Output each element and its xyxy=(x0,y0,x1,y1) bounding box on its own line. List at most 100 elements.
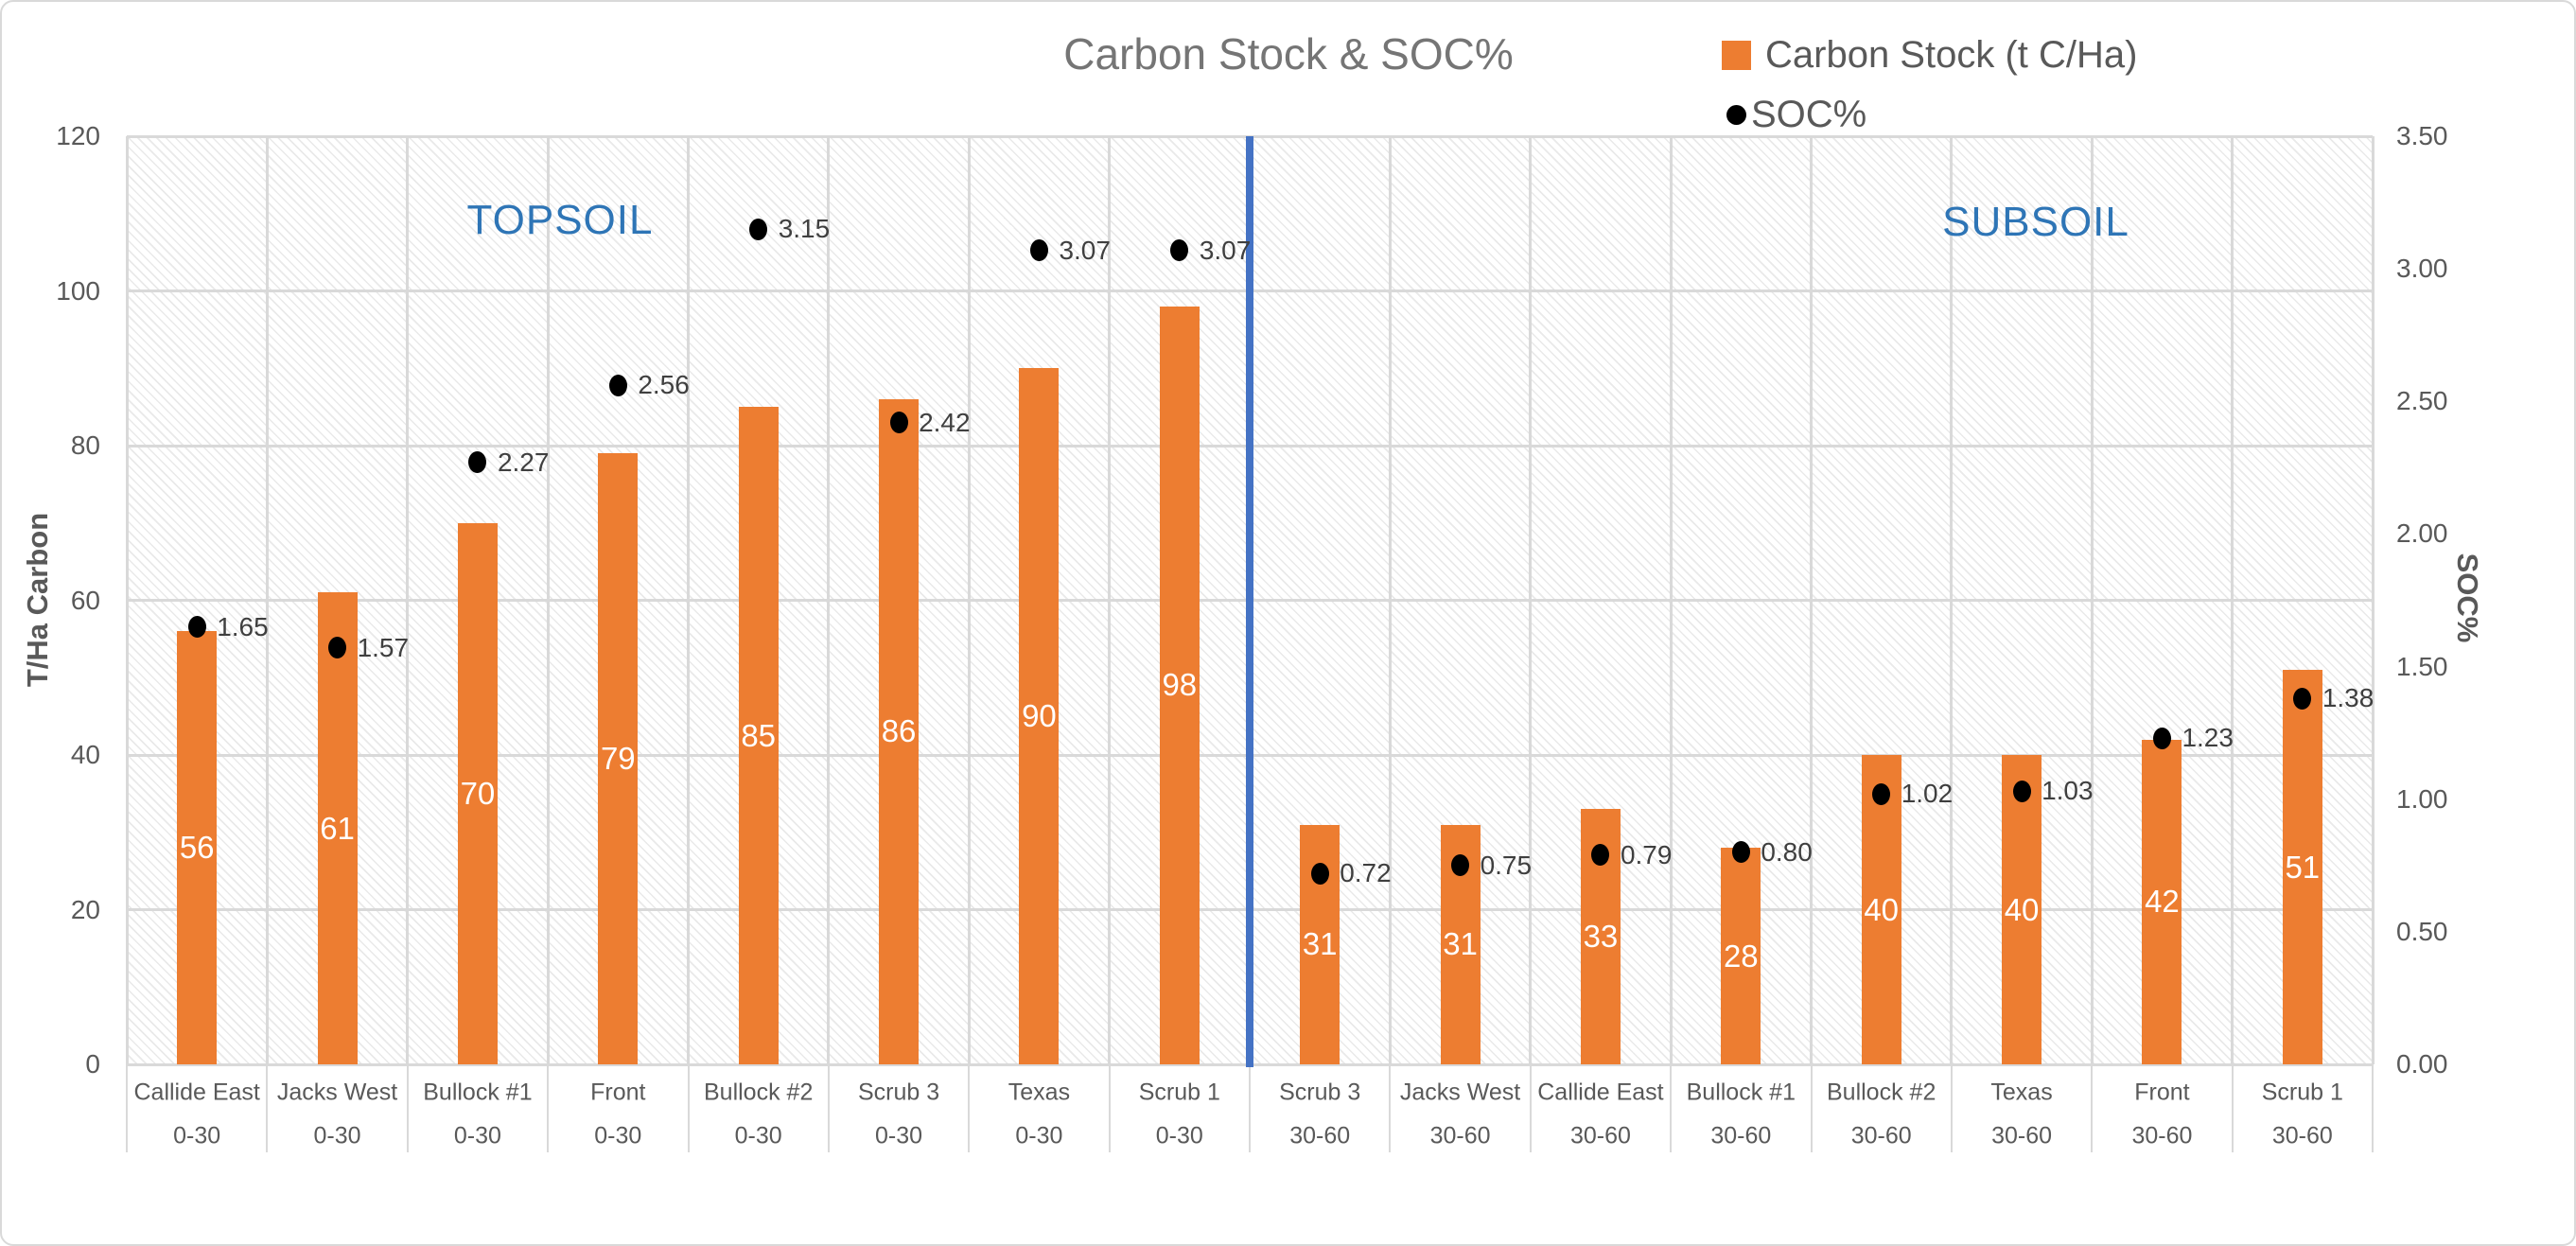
vertical-gridline xyxy=(1669,136,1673,1064)
left-axis-tick-label: 120 xyxy=(56,121,100,150)
category-divider xyxy=(266,1064,269,1152)
category-site-label: Scrub 3 xyxy=(857,1079,940,1106)
marker-swatch-icon xyxy=(1726,105,1746,125)
soc-marker-dot xyxy=(1170,239,1189,262)
left-axis-tick-label: 60 xyxy=(70,585,100,615)
soc-marker-dot xyxy=(187,616,206,639)
category-site-label: Jacks West xyxy=(276,1079,398,1106)
carbon-stock-bar xyxy=(2282,670,2322,1064)
category-divider xyxy=(1389,1064,1392,1152)
category-site-label: Jacks West xyxy=(1399,1079,1521,1106)
category-depth-label: 0-30 xyxy=(875,1122,923,1149)
category-divider xyxy=(2231,1064,2234,1152)
legend-label-carbon-stock: Carbon Stock (t C/Ha) xyxy=(1765,34,2138,76)
bar-value-label: 70 xyxy=(460,775,496,811)
chart-title: Carbon Stock & SOC% xyxy=(1063,29,1514,79)
left-axis-title: T/Ha Carbon xyxy=(21,512,54,688)
vertical-gridline xyxy=(967,136,971,1064)
carbon-stock-bar xyxy=(457,522,498,1064)
soc-marker-dot xyxy=(1310,862,1329,885)
bar-value-label: 40 xyxy=(1864,891,1900,927)
category-depth-label: 0-30 xyxy=(453,1122,501,1149)
vertical-gridline xyxy=(2231,136,2234,1064)
category-site-label: Bullock #2 xyxy=(704,1079,814,1106)
vertical-gridline xyxy=(2371,136,2374,1064)
carbon-stock-bar xyxy=(1861,755,1901,1064)
carbon-stock-bar xyxy=(317,592,358,1064)
plot-area: TOPSOIL SUBSOIL 56 1.65 61 1.57 70 2.27 79 2.56… xyxy=(125,134,2374,1067)
category-divider xyxy=(2091,1064,2094,1152)
soc-marker-dot xyxy=(608,374,627,396)
category-site-label: Scrub 3 xyxy=(1279,1079,1361,1106)
right-axis-tick-label: 2.00 xyxy=(2396,518,2448,549)
category-divider xyxy=(126,1064,128,1152)
right-axis-tick-label: 3.00 xyxy=(2396,254,2448,284)
bar-value-label: 31 xyxy=(1443,926,1478,962)
legend: Carbon Stock (t C/Ha) SOC% xyxy=(1722,34,2137,136)
bar-value-label: 33 xyxy=(1583,919,1619,955)
soc-marker-dot xyxy=(2293,687,2312,710)
vertical-gridline xyxy=(406,136,410,1064)
category-site-label: Texas xyxy=(1990,1079,2053,1106)
legend-item-carbon-stock: Carbon Stock (t C/Ha) xyxy=(1722,34,2137,77)
category-depth-label: 0-30 xyxy=(173,1122,221,1149)
category-divider xyxy=(1529,1064,1532,1152)
soc-value-label: 0.79 xyxy=(1620,839,1673,869)
category-depth-label: 30-60 xyxy=(1850,1122,1912,1149)
category-depth-label: 30-60 xyxy=(1710,1122,1772,1149)
legend-item-soc: SOC% xyxy=(1722,94,2137,136)
zone-label-topsoil: TOPSOIL xyxy=(466,197,654,243)
category-site-label: Texas xyxy=(1008,1079,1071,1106)
category-site-label: Front xyxy=(2134,1079,2190,1106)
legend-label-soc: SOC% xyxy=(1751,94,1867,135)
category-site-label: Scrub 1 xyxy=(1138,1079,1220,1106)
soc-value-label: 1.03 xyxy=(2042,776,2094,806)
vertical-gridline xyxy=(2090,136,2094,1064)
category-depth-label: 0-30 xyxy=(1015,1122,1063,1149)
category-depth-label: 30-60 xyxy=(2131,1122,2193,1149)
bar-value-label: 51 xyxy=(2285,849,2321,885)
bar-value-label: 42 xyxy=(2145,884,2180,920)
right-axis-title: SOC% xyxy=(2451,553,2484,643)
soc-value-label: 0.80 xyxy=(1761,836,1813,867)
soc-value-label: 0.75 xyxy=(1480,850,1533,880)
category-depth-label: 0-30 xyxy=(734,1122,782,1149)
soc-value-label: 3.15 xyxy=(778,214,831,244)
carbon-stock-bar xyxy=(879,398,920,1064)
bar-value-label: 56 xyxy=(179,830,215,866)
vertical-gridline xyxy=(1950,136,1954,1064)
category-site-label: Bullock #1 xyxy=(423,1079,533,1106)
vertical-gridline xyxy=(827,136,831,1064)
soc-value-label: 1.57 xyxy=(357,632,410,662)
right-axis-tick-label: 2.50 xyxy=(2396,386,2448,416)
left-axis-tick-label: 40 xyxy=(70,740,100,769)
topsoil-subsoil-separator-line xyxy=(1246,136,1253,1067)
carbon-stock-bar xyxy=(177,631,218,1064)
category-site-label: Callide East xyxy=(1537,1079,1664,1106)
category-divider xyxy=(1810,1064,1813,1152)
bar-value-label: 31 xyxy=(1302,926,1338,962)
category-depth-label: 0-30 xyxy=(313,1122,361,1149)
soc-marker-dot xyxy=(1451,854,1470,877)
category-divider xyxy=(687,1064,690,1152)
soc-marker-dot xyxy=(2012,780,2031,802)
soc-value-label: 1.02 xyxy=(1901,779,1954,809)
carbon-stock-bar xyxy=(1019,368,1060,1064)
category-divider xyxy=(827,1064,830,1152)
category-depth-label: 30-60 xyxy=(2271,1122,2333,1149)
left-axis-tick-label: 0 xyxy=(85,1049,100,1079)
category-site-label: Callide East xyxy=(133,1079,260,1106)
vertical-gridline xyxy=(265,136,269,1064)
right-axis-tick-label: 3.50 xyxy=(2396,121,2448,150)
vertical-gridline xyxy=(687,136,690,1064)
soc-marker-dot xyxy=(1872,782,1891,805)
soc-marker-dot xyxy=(1029,239,1048,262)
soc-marker-dot xyxy=(1591,844,1610,867)
category-divider xyxy=(1950,1064,1953,1152)
category-depth-label: 0-30 xyxy=(594,1122,642,1149)
soc-value-label: 1.65 xyxy=(217,611,269,641)
category-site-label: Scrub 1 xyxy=(2261,1079,2343,1106)
category-divider xyxy=(547,1064,550,1152)
bar-value-label: 40 xyxy=(2004,891,2040,927)
